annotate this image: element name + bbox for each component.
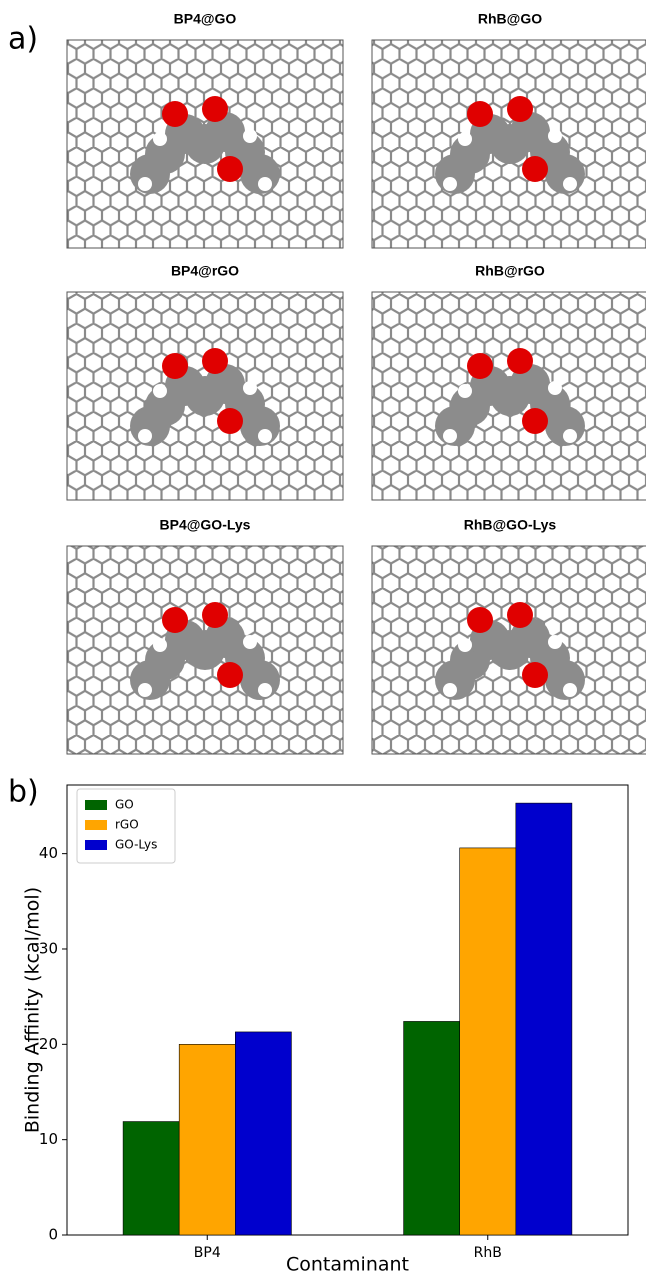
x-axis-label: Contaminant (286, 1254, 409, 1276)
bar-chart: 0 10 20 30 40 BP4 RhB Contaminant Binding Affini… (22, 784, 629, 1276)
bar (235, 1031, 292, 1236)
hydrogen (138, 429, 152, 443)
hydrogen (548, 129, 562, 143)
y-tick-label: 10 (39, 1130, 58, 1148)
bar (178, 1044, 236, 1236)
hydrogen (243, 381, 257, 395)
hydrogen (548, 635, 562, 649)
y-tick-label: 0 (48, 1226, 58, 1244)
hydrogen (458, 638, 472, 652)
snapshot (371, 39, 646, 249)
bar (459, 847, 517, 1236)
oxygen (217, 662, 243, 688)
oxygen (522, 408, 548, 434)
image-title: RhB@GO-Lys (464, 517, 557, 533)
oxygen (467, 101, 493, 127)
image-title: RhB@GO (478, 11, 542, 27)
snapshot (66, 291, 344, 501)
y-tick-label: 20 (39, 1035, 58, 1053)
legend-swatch (85, 820, 107, 830)
bar (515, 802, 573, 1236)
oxygen (217, 156, 243, 182)
oxygen (202, 96, 228, 122)
panel-label: b) (8, 775, 39, 810)
x-tick-label: BP4 (194, 1245, 221, 1261)
hydrogen (563, 429, 577, 443)
bar (122, 1121, 180, 1236)
image-title: BP4@rGO (171, 263, 239, 279)
snapshot (66, 39, 344, 249)
oxygen (162, 607, 188, 633)
snapshot (66, 545, 344, 755)
image-grid: BP4@GO RhB@GO BP4@rGO RhB@rGO BP4@GO-Lys RhB@… (66, 11, 646, 755)
oxygen (507, 602, 533, 628)
snapshot (371, 545, 646, 755)
oxygen (467, 607, 493, 633)
hydrogen (443, 177, 457, 191)
hydrogen (443, 683, 457, 697)
legend-swatch (85, 840, 107, 850)
y-tick-label: 30 (39, 939, 58, 957)
image-title: BP4@GO (174, 11, 237, 27)
legend-label: rGO (115, 818, 139, 832)
hydrogen (258, 683, 272, 697)
oxygen (507, 348, 533, 374)
hydrogen (153, 638, 167, 652)
bar (403, 1021, 461, 1236)
oxygen (522, 156, 548, 182)
oxygen (522, 662, 548, 688)
plot-frame (66, 784, 629, 1236)
oxygen (202, 602, 228, 628)
y-axis-label: Binding Affinity (kcal/mol) (22, 887, 44, 1133)
hydrogen (258, 177, 272, 191)
hydrogen (138, 683, 152, 697)
hydrogen (138, 177, 152, 191)
snapshot (371, 291, 646, 501)
image-title: BP4@GO-Lys (160, 517, 251, 533)
y-tick-label: 40 (39, 844, 58, 862)
oxygen (217, 408, 243, 434)
hydrogen (258, 429, 272, 443)
hydrogen (563, 177, 577, 191)
oxygen (162, 101, 188, 127)
hydrogen (458, 384, 472, 398)
oxygen (202, 348, 228, 374)
hydrogen (443, 429, 457, 443)
legend-swatch (85, 800, 107, 810)
oxygen (507, 96, 533, 122)
panel-label: a) (8, 22, 38, 57)
legend-label: GO-Lys (115, 838, 157, 852)
hydrogen (563, 683, 577, 697)
image-title: RhB@rGO (475, 263, 545, 279)
x-tick-label: RhB (474, 1245, 502, 1261)
hydrogen (458, 132, 472, 146)
legend-label: GO (115, 798, 134, 812)
hydrogen (153, 132, 167, 146)
hydrogen (153, 384, 167, 398)
oxygen (162, 353, 188, 379)
oxygen (467, 353, 493, 379)
hydrogen (243, 635, 257, 649)
hydrogen (548, 381, 562, 395)
hydrogen (243, 129, 257, 143)
